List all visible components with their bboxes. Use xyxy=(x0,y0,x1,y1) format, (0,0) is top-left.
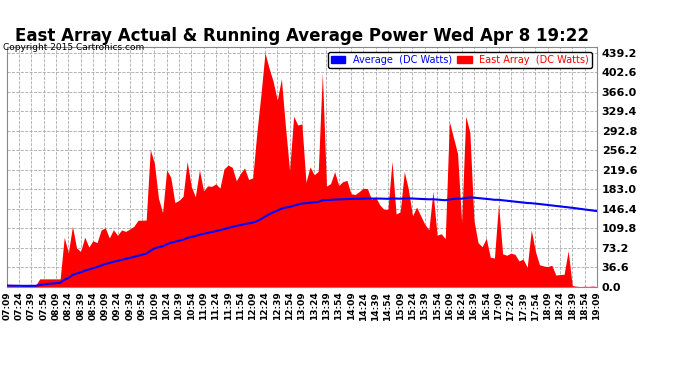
Legend: Average  (DC Watts), East Array  (DC Watts): Average (DC Watts), East Array (DC Watts… xyxy=(328,52,592,68)
Title: East Array Actual & Running Average Power Wed Apr 8 19:22: East Array Actual & Running Average Powe… xyxy=(15,27,589,45)
Text: Copyright 2015 Cartronics.com: Copyright 2015 Cartronics.com xyxy=(3,43,145,52)
